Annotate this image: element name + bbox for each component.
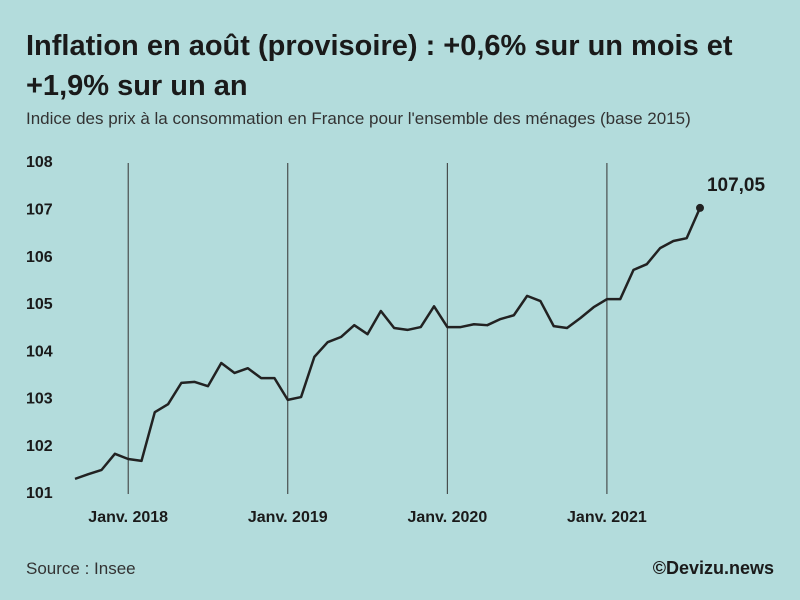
y-tick-label: 103	[26, 391, 53, 408]
y-tick-label: 101	[26, 485, 53, 502]
point	[696, 203, 704, 212]
chart-subtitle: Indice des prix à la consommation en Fra…	[26, 109, 691, 128]
y-tick-label: 107	[26, 202, 53, 219]
source: Source : Insee	[26, 559, 136, 578]
chart-title: Inflation en août (provisoire) : +0,6% s…	[26, 30, 733, 102]
x-tick-label: Janv. 2021	[567, 509, 647, 526]
y-tick-label: 102	[26, 438, 53, 455]
x-tick-label: Janv. 2019	[248, 509, 328, 526]
value-label: 107,05	[707, 175, 766, 196]
x-tick-label: Janv. 2020	[407, 509, 487, 526]
y-tick-label: 105	[26, 296, 53, 313]
x-tick-label: Janv. 2018	[88, 509, 168, 526]
credit: ©Devizu.news	[652, 558, 774, 578]
line	[74, 207, 702, 481]
y-tick-label: 104	[26, 343, 53, 360]
y-tick-label: 106	[26, 249, 53, 266]
y-tick-label: 108	[26, 154, 53, 171]
